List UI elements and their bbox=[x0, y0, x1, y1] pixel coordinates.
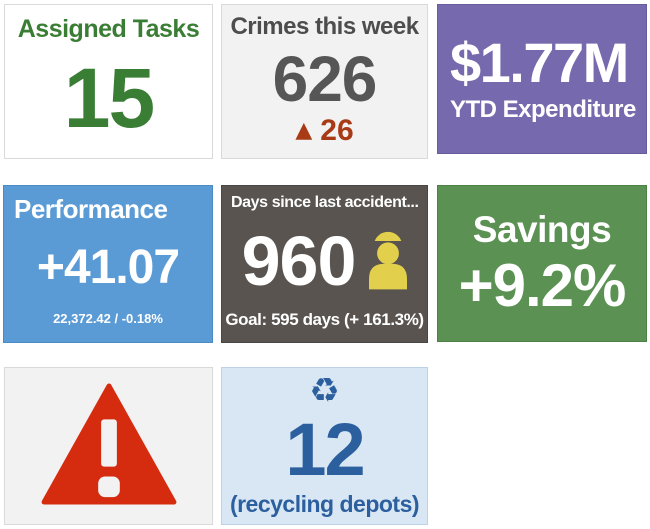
recycling-value-area: 12 bbox=[285, 407, 365, 491]
person-icon bbox=[369, 228, 408, 295]
crimes-title: Crimes this week bbox=[230, 13, 419, 40]
savings-card: Savings +9.2% bbox=[437, 185, 647, 342]
crimes-delta: ▲ 26 bbox=[222, 116, 427, 146]
recycling-caption: (recycling depots) bbox=[229, 491, 420, 517]
assigned-tasks-value-area: 15 bbox=[5, 44, 212, 158]
crimes-delta-value: 26 bbox=[320, 114, 354, 147]
days-since-accident-title: Days since last accident... bbox=[231, 194, 419, 211]
warning-triangle-icon bbox=[40, 382, 178, 511]
recycling-icon: ♻ bbox=[309, 371, 340, 411]
days-since-accident-value: 960 bbox=[241, 222, 357, 300]
performance-detail: 22,372.42 / -0.18% bbox=[53, 311, 163, 326]
ytd-expenditure-value: $1.77M bbox=[450, 30, 629, 94]
performance-value-area: +41.07 bbox=[4, 225, 212, 311]
recycling-value: 12 bbox=[285, 407, 365, 491]
performance-title: Performance bbox=[14, 194, 168, 224]
savings-value: +9.2% bbox=[458, 251, 627, 319]
alert-card bbox=[4, 367, 213, 525]
days-since-accident-goal: Goal: 595 days (+ 161.3%) bbox=[225, 310, 424, 329]
savings-title: Savings bbox=[472, 209, 612, 251]
ytd-expenditure-card: $1.77M YTD Expenditure bbox=[437, 4, 647, 154]
crimes-card: Crimes this week 626 ▲ 26 bbox=[221, 4, 428, 159]
performance-card: Performance +41.07 22,372.42 / -0.18% bbox=[3, 185, 213, 343]
performance-value: +41.07 bbox=[36, 241, 180, 294]
days-since-accident-card: Days since last accident... 960 Goal: 59… bbox=[221, 185, 428, 343]
recycling-card: ♻ 12 (recycling depots) bbox=[221, 367, 428, 525]
assigned-tasks-title: Assigned Tasks bbox=[17, 15, 200, 43]
crimes-value: 626 bbox=[272, 42, 378, 115]
crimes-value-area: 626 bbox=[222, 41, 427, 116]
days-since-accident-value-area: 960 bbox=[222, 212, 427, 310]
assigned-tasks-card: Assigned Tasks 15 bbox=[4, 4, 213, 159]
ytd-expenditure-label: YTD Expenditure bbox=[450, 96, 636, 124]
assigned-tasks-value: 15 bbox=[63, 51, 155, 145]
delta-up-icon: ▲ bbox=[295, 118, 313, 143]
